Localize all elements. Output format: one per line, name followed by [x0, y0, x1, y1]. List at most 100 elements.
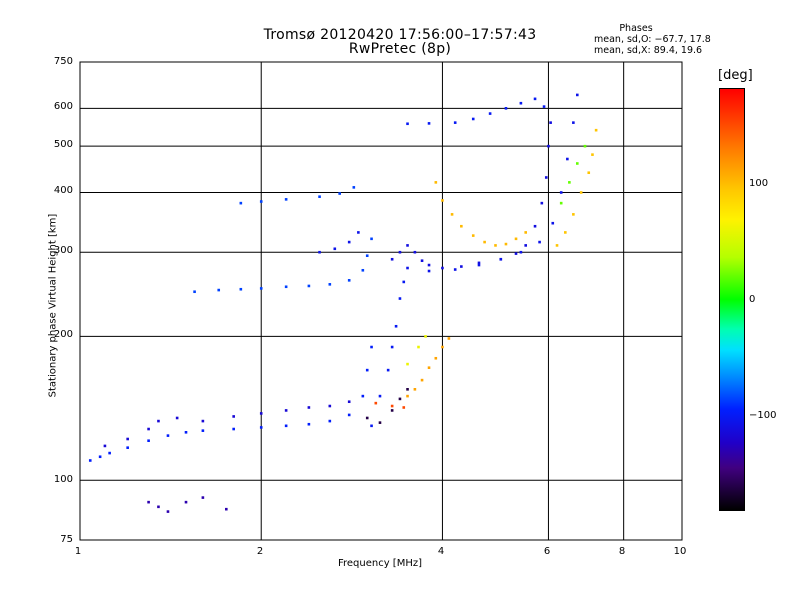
colorbar: [719, 88, 745, 511]
phases-o-stats: mean, sd,O: −67.7, 17.8: [594, 34, 711, 45]
data-point: [184, 431, 188, 434]
data-point: [494, 244, 497, 247]
data-point: [568, 181, 571, 184]
data-point: [453, 121, 457, 124]
data-point: [406, 122, 409, 126]
data-point: [514, 237, 518, 241]
data-point: [284, 285, 288, 289]
data-point: [347, 413, 351, 417]
data-point: [193, 290, 196, 294]
x-tick-label: 1: [74, 546, 82, 557]
data-point: [259, 287, 263, 290]
data-point: [328, 404, 332, 408]
data-point: [538, 240, 541, 244]
data-point: [175, 416, 179, 420]
colorbar-tick-label: 100: [749, 178, 769, 189]
colorbar-tick-label: 0: [749, 294, 756, 305]
data-point: [551, 221, 555, 225]
data-point: [390, 404, 394, 408]
data-point: [575, 162, 579, 165]
chart-subtitle: RwPretec (8p): [348, 41, 452, 57]
y-tick-label: 300: [53, 245, 73, 256]
data-point: [519, 101, 523, 105]
data-point: [347, 279, 351, 282]
data-point: [587, 171, 591, 175]
data-point: [398, 250, 402, 254]
data-point: [579, 191, 583, 194]
data-point: [347, 400, 351, 404]
y-axis-label: Stationary phase Virtual Height [km]: [47, 213, 59, 398]
chart-title: Tromsø 20120420 17:56:00–17:57:43: [263, 27, 537, 43]
data-point: [307, 284, 311, 288]
data-point: [166, 434, 170, 437]
data-point: [378, 394, 382, 398]
y-tick-label: 750: [53, 56, 73, 67]
data-point: [471, 234, 475, 237]
data-point: [147, 500, 150, 504]
data-point: [361, 394, 365, 398]
data-point: [365, 254, 369, 258]
data-point: [450, 213, 454, 216]
data-point: [406, 394, 409, 398]
data-point: [284, 198, 288, 201]
data-point: [544, 176, 548, 179]
data-point: [420, 378, 424, 382]
data-point: [126, 437, 129, 441]
data-point: [477, 261, 481, 265]
data-point: [386, 368, 390, 372]
x-tick-label: 8: [618, 546, 626, 557]
y-tick-label: 500: [53, 139, 73, 150]
data-point: [453, 268, 457, 271]
data-point: [239, 287, 243, 291]
data-point: [201, 429, 205, 432]
data-point: [259, 200, 263, 203]
data-point: [572, 213, 575, 216]
x-axis-label: Frequency [MHz]: [337, 558, 423, 569]
data-point: [338, 192, 341, 195]
data-point: [460, 224, 463, 228]
data-point: [374, 401, 378, 405]
data-point: [504, 107, 508, 110]
data-point: [441, 266, 444, 270]
data-point: [347, 240, 351, 244]
data-point: [427, 122, 431, 125]
data-point: [239, 201, 243, 205]
data-point: [575, 93, 579, 97]
data-point: [307, 406, 311, 409]
data-point: [201, 419, 205, 423]
data-point: [559, 201, 563, 205]
data-point: [460, 265, 463, 268]
data-point: [488, 112, 492, 115]
data-point: [328, 419, 332, 423]
data-point: [559, 191, 563, 194]
data-point: [564, 231, 567, 234]
data-point: [524, 244, 527, 247]
data-point: [519, 250, 523, 254]
x-tick-label: 6: [543, 546, 551, 557]
data-point: [398, 297, 402, 300]
data-point: [441, 345, 444, 349]
data-point: [370, 424, 373, 428]
data-point: [365, 416, 369, 420]
data-point: [370, 345, 373, 349]
data-point: [413, 388, 417, 391]
data-point: [471, 117, 475, 121]
data-point: [88, 459, 92, 462]
data-point: [524, 231, 527, 234]
data-point: [427, 263, 431, 267]
data-point: [591, 153, 594, 156]
data-point: [390, 257, 394, 261]
data-point: [413, 250, 417, 254]
data-point: [499, 257, 503, 261]
data-point: [424, 335, 427, 338]
data-point: [333, 247, 337, 251]
data-point: [427, 366, 431, 369]
data-point: [365, 368, 369, 372]
data-point: [549, 121, 552, 124]
data-point: [555, 244, 559, 247]
data-point: [98, 455, 102, 459]
data-point: [217, 288, 221, 292]
data-point: [420, 259, 424, 262]
data-point: [166, 510, 170, 513]
data-point: [103, 444, 107, 448]
